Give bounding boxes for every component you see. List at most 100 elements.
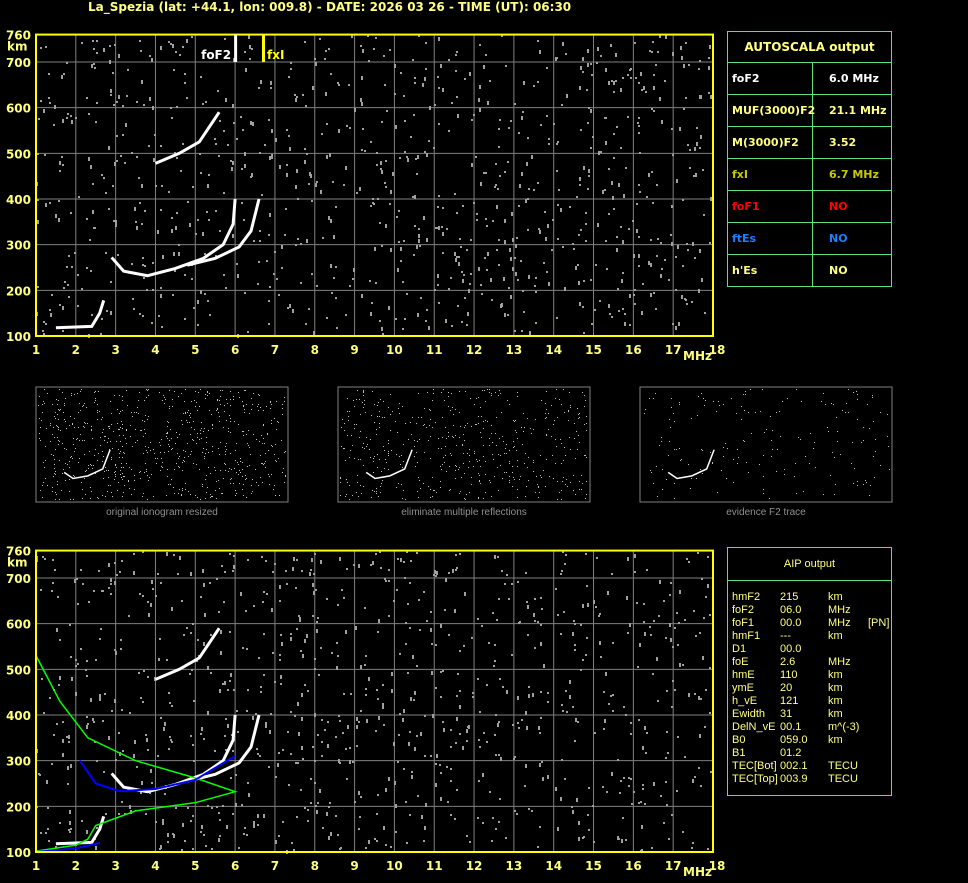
thumbnail-dot	[759, 464, 760, 465]
thumbnail-dot	[584, 395, 585, 396]
thumbnail-dot	[549, 476, 550, 477]
noise-dot	[687, 144, 689, 146]
thumbnail-dot	[104, 436, 105, 437]
noise-dot	[203, 834, 205, 836]
thumbnail-trace	[365, 449, 413, 480]
thumbnail-dot	[795, 463, 796, 464]
noise-dot	[670, 638, 672, 642]
thumbnail-dot	[517, 460, 518, 461]
noise-dot	[278, 294, 280, 296]
noise-dot	[136, 226, 138, 230]
noise-dot	[533, 189, 535, 191]
noise-dot	[464, 78, 466, 80]
thumbnail-dot	[90, 464, 91, 465]
noise-dot	[219, 835, 221, 837]
noise-dot	[625, 167, 627, 169]
noise-dot	[624, 322, 626, 326]
thumbnail-dot	[167, 433, 168, 434]
noise-dot	[407, 158, 409, 162]
multiple-reflection-trace	[154, 111, 221, 165]
noise-dot	[613, 133, 615, 135]
noise-dot	[440, 696, 442, 698]
noise-dot	[521, 719, 523, 721]
noise-dot	[290, 633, 292, 635]
thumbnail-dot	[823, 393, 824, 394]
thumbnail-dot	[270, 408, 271, 409]
thumbnail-dot	[573, 475, 574, 476]
thumbnail-dot	[109, 426, 110, 427]
thumbnail-dot	[228, 471, 229, 472]
thumbnail-dot	[568, 410, 569, 411]
noise-dot	[574, 740, 576, 742]
noise-dot	[527, 137, 529, 139]
autoscala-key: h'Es	[728, 255, 813, 286]
thumbnail-dot	[442, 417, 443, 418]
noise-dot	[389, 49, 391, 51]
thumbnail-dot	[737, 463, 738, 464]
thumbnail-dot	[118, 429, 119, 430]
noise-dot	[542, 777, 544, 781]
noise-dot	[290, 62, 292, 64]
thumbnail-dot	[57, 481, 58, 482]
thumbnail-dot	[388, 451, 389, 452]
noise-dot	[183, 634, 185, 636]
thumbnail-dot	[70, 499, 71, 500]
noise-dot	[705, 689, 707, 691]
noise-dot	[408, 742, 410, 746]
noise-dot	[246, 834, 248, 836]
thumbnail-dot	[374, 404, 375, 405]
noise-dot	[546, 67, 548, 69]
noise-dot	[656, 255, 658, 257]
noise-dot	[454, 609, 456, 613]
noise-dot	[328, 48, 330, 50]
noise-dot	[508, 287, 510, 289]
noise-dot	[539, 230, 541, 234]
thumbnail-dot	[480, 483, 481, 484]
noise-dot	[349, 760, 351, 764]
thumbnail-dot	[54, 468, 55, 469]
noise-dot	[157, 755, 159, 757]
thumbnail-dot	[126, 430, 127, 431]
noise-dot	[440, 772, 442, 774]
thumbnail-dot	[513, 420, 514, 421]
noise-dot	[471, 637, 473, 639]
thumbnail-dot	[863, 427, 864, 428]
noise-dot	[629, 324, 631, 326]
noise-dot	[707, 556, 709, 558]
noise-dot	[615, 53, 617, 57]
noise-dot	[576, 196, 578, 198]
thumbnail-dot	[388, 407, 389, 408]
noise-dot	[634, 289, 636, 291]
thumbnail-dot	[483, 456, 484, 457]
thumbnail-dot	[650, 470, 651, 471]
noise-dot	[385, 844, 387, 846]
noise-dot	[328, 806, 330, 808]
thumbnail-dot	[182, 424, 183, 425]
thumbnail-dot	[44, 389, 45, 390]
thumbnail-dot	[584, 424, 585, 425]
thumbnail-dot	[436, 492, 437, 493]
noise-dot	[92, 40, 94, 42]
thumbnail-dot	[496, 445, 497, 446]
noise-dot	[369, 280, 371, 282]
thumbnail-dot	[391, 450, 392, 451]
noise-dot	[321, 741, 323, 743]
noise-dot	[498, 721, 500, 723]
noise-dot	[258, 87, 260, 89]
thumbnail-dot	[56, 399, 57, 400]
thumbnail-dot	[517, 489, 518, 490]
thumbnail-dot	[184, 461, 185, 462]
thumbnail-dot	[182, 470, 183, 471]
thumbnail-dot	[263, 464, 264, 465]
thumbnail-dot	[353, 400, 354, 401]
thumbnail-dot	[491, 393, 492, 394]
thumbnail-dot	[834, 457, 835, 458]
thumbnail-dot	[177, 437, 178, 438]
noise-dot	[602, 190, 604, 194]
thumbnail-dot	[150, 442, 151, 443]
noise-dot	[672, 52, 674, 56]
thumbnail-dot	[110, 485, 111, 486]
thumbnail-dot	[122, 479, 123, 480]
noise-dot	[586, 585, 588, 587]
noise-dot	[253, 240, 255, 242]
